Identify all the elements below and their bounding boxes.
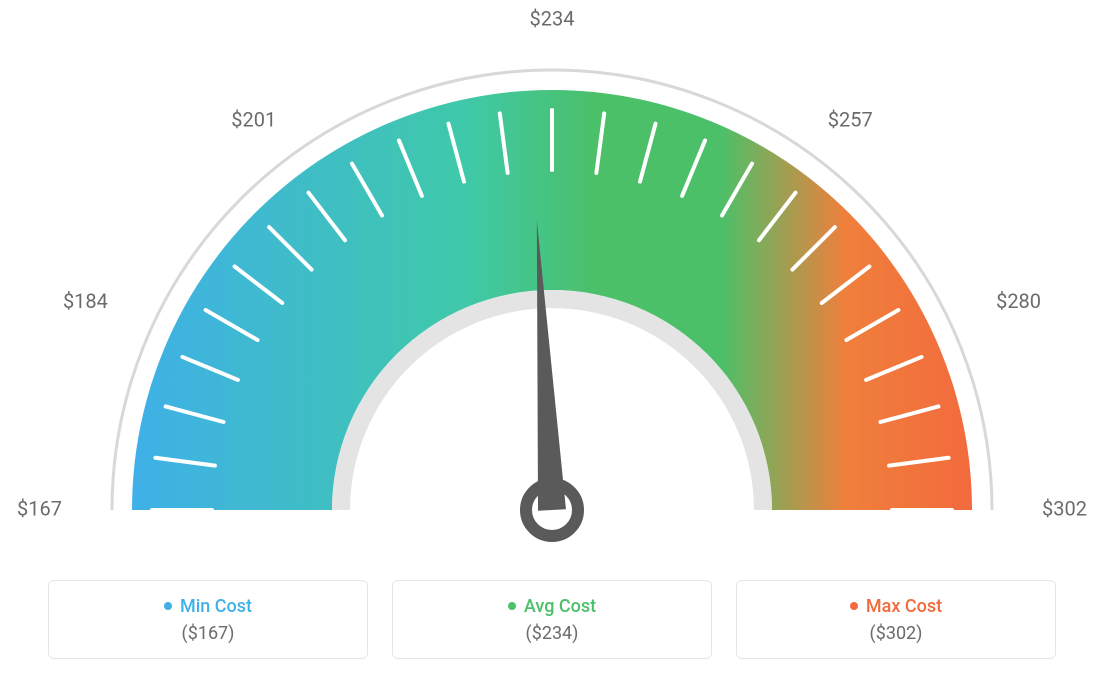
svg-text:$201: $201: [231, 108, 276, 132]
legend-box-max: Max Cost ($302): [736, 580, 1056, 659]
legend-value-avg: ($234): [403, 623, 701, 644]
svg-text:$257: $257: [828, 108, 873, 132]
legend-label-min: Min Cost: [164, 596, 252, 617]
legend-label-avg: Avg Cost: [508, 596, 596, 617]
svg-text:$167: $167: [17, 496, 62, 520]
legend-dot-min: [164, 602, 172, 610]
legend-value-max: ($302): [747, 623, 1045, 644]
svg-text:$280: $280: [996, 289, 1041, 313]
legend-box-min: Min Cost ($167): [48, 580, 368, 659]
legend-value-min: ($167): [59, 623, 357, 644]
legend-dot-max: [850, 602, 858, 610]
legend-box-avg: Avg Cost ($234): [392, 580, 712, 659]
legend-dot-avg: [508, 602, 516, 610]
cost-gauge-chart: $167 $184 $201 $234 $257 $280 $302: [0, 0, 1104, 560]
svg-text:$184: $184: [63, 289, 108, 313]
legend-text-max: Max Cost: [866, 596, 942, 617]
legend-text-min: Min Cost: [180, 596, 252, 617]
svg-text:$234: $234: [530, 6, 575, 30]
gauge-svg: $167 $184 $201 $234 $257 $280 $302: [0, 0, 1104, 560]
svg-text:$302: $302: [1042, 496, 1087, 520]
legend-label-max: Max Cost: [850, 596, 942, 617]
legend-row: Min Cost ($167) Avg Cost ($234) Max Cost…: [0, 560, 1104, 659]
legend-text-avg: Avg Cost: [524, 596, 596, 617]
